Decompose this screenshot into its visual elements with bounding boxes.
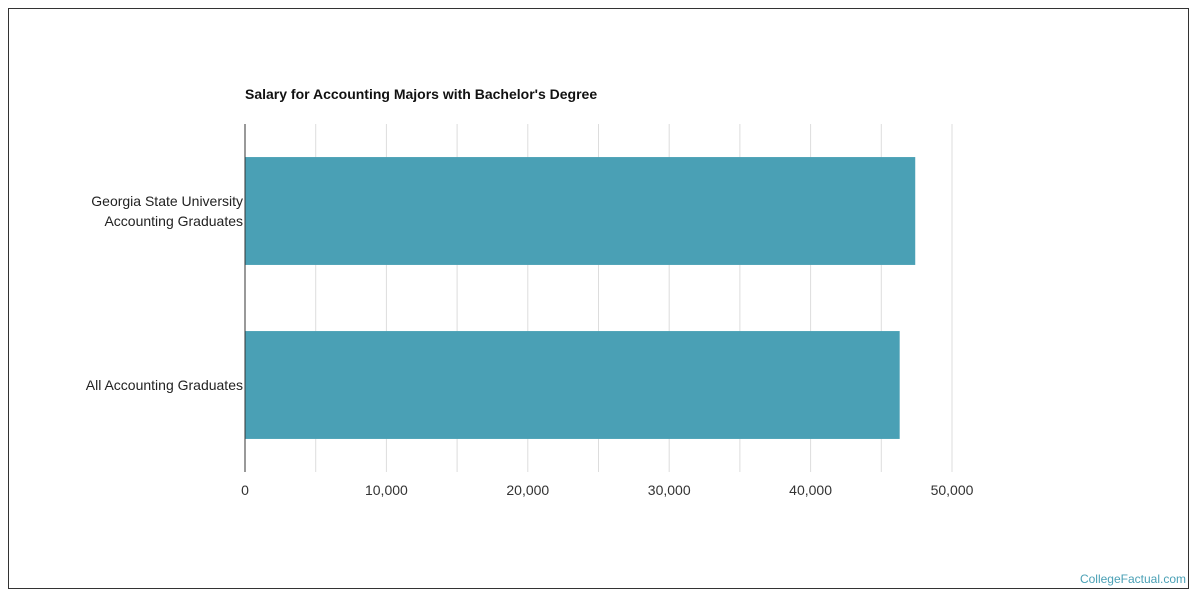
x-tick-label: 20,000 [506, 482, 549, 498]
watermark-link[interactable]: CollegeFactual.com [1079, 572, 1186, 586]
category-label-0: Georgia State University Accounting Gradu… [91, 193, 243, 229]
x-tick-label: 40,000 [789, 482, 832, 498]
x-tick-label: 10,000 [365, 482, 408, 498]
bars [245, 157, 916, 439]
bar-0 [245, 157, 916, 265]
x-tick-label: 0 [241, 482, 249, 498]
x-tick-label: 30,000 [648, 482, 691, 498]
x-tick-label: 50,000 [931, 482, 974, 498]
category-label-1: All Accounting Graduates [86, 377, 243, 393]
category-label-line: Georgia State University [91, 193, 243, 209]
category-label-line: All Accounting Graduates [86, 377, 243, 393]
bar-1 [245, 331, 900, 439]
chart-title: Salary for Accounting Majors with Bachel… [245, 86, 597, 102]
category-label-line: Accounting Graduates [104, 213, 243, 229]
labels: Georgia State University Accounting Gradu… [86, 193, 974, 498]
